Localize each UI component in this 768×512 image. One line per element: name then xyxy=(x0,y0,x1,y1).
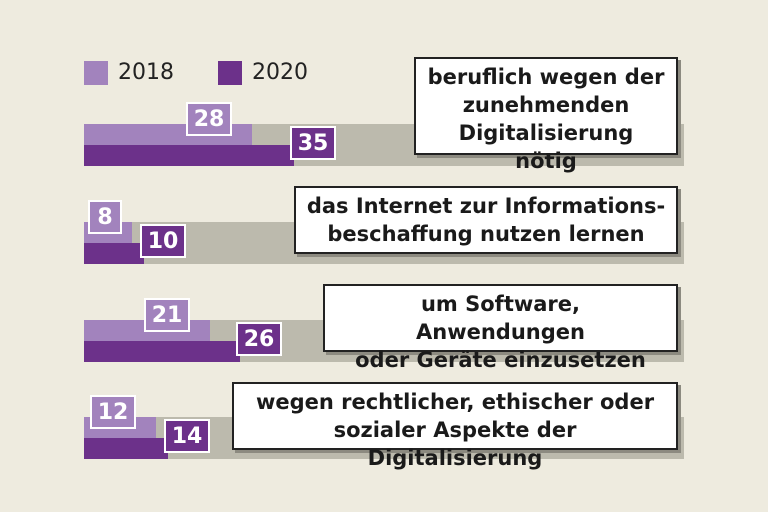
legend-label-2018: 2018 xyxy=(118,60,174,85)
bar-2020 xyxy=(84,145,294,166)
category-label-line: beruflich wegen der xyxy=(427,65,665,89)
legend: 2018 2020 xyxy=(84,60,352,85)
category-label-line: wegen rechtlicher, ethischer oder xyxy=(255,390,655,414)
legend-item-2018: 2018 xyxy=(84,60,174,85)
data-label-2020: 26 xyxy=(236,322,282,356)
category-label-line: um Software, Anwendungen xyxy=(416,292,585,344)
category-label-line: zunehmenden xyxy=(462,93,630,117)
category-label-line: Digitalisierung nötig xyxy=(458,121,634,173)
bar-2020 xyxy=(84,438,168,459)
data-label-2020: 10 xyxy=(140,224,186,258)
data-label-2018: 12 xyxy=(90,395,136,429)
bar-2020 xyxy=(84,243,144,264)
category-label: wegen rechtlicher, ethischer oder soziale… xyxy=(232,382,678,470)
bar-2020 xyxy=(84,341,240,362)
legend-item-2020: 2020 xyxy=(218,60,308,85)
category-label-line: oder Geräte einzusetzen xyxy=(355,348,646,372)
legend-swatch-2018 xyxy=(84,60,108,85)
category-label-line: beschaffung nutzen lernen xyxy=(327,222,645,246)
legend-label-2020: 2020 xyxy=(252,60,308,85)
category-label: beruflich wegen der zunehmenden Digitalisi… xyxy=(414,57,678,173)
category-label: um Software, Anwendungen oder Geräte einz… xyxy=(323,284,678,372)
category-label-line: sozialer Aspekte der Digitalisierung xyxy=(333,418,577,470)
data-label-2018: 28 xyxy=(186,102,232,136)
category-label: das Internet zur Informations-beschaffun… xyxy=(294,186,678,254)
data-label-2020: 14 xyxy=(164,419,210,453)
data-label-2020: 35 xyxy=(290,126,336,160)
data-label-2018: 21 xyxy=(144,298,190,332)
data-label-2018: 8 xyxy=(88,200,122,234)
legend-swatch-2020 xyxy=(218,60,242,85)
category-label-line: das Internet zur Informations- xyxy=(306,194,666,218)
